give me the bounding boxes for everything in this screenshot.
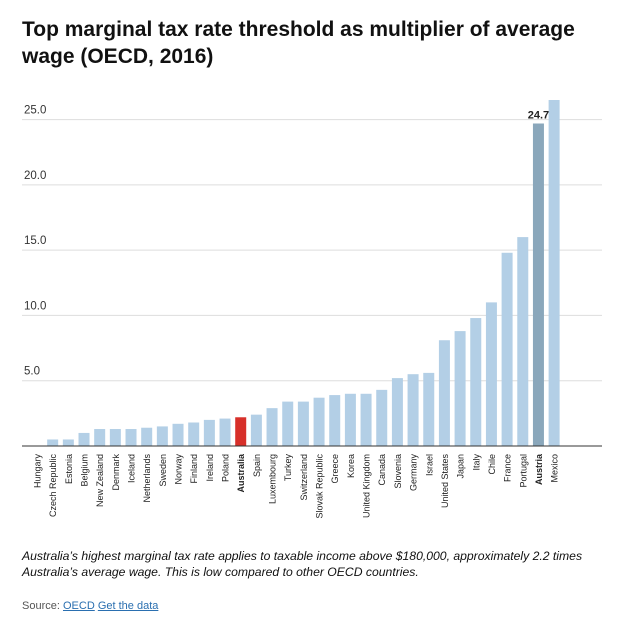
get-the-data-link[interactable]: Get the data [97, 600, 159, 612]
y-tick-label: 15.0 [24, 235, 46, 247]
y-tick-label: 10.0 [24, 300, 46, 312]
bar [438, 340, 450, 446]
x-tick-label: Luxembourg [268, 454, 278, 504]
y-tick-label: 25.0 [24, 105, 46, 117]
x-tick-label: Ireland [205, 454, 215, 482]
bar [109, 429, 121, 446]
x-tick-label: Netherlands [142, 454, 152, 503]
bar [282, 401, 294, 446]
bar [125, 429, 137, 446]
bar [454, 331, 466, 446]
bar [172, 423, 184, 446]
bar [62, 439, 74, 446]
bar [501, 252, 513, 446]
bar [156, 426, 168, 446]
oecd-link[interactable]: OECD [62, 600, 95, 612]
bar [219, 418, 231, 446]
x-tick-label: Turkey [283, 454, 293, 482]
bar [485, 302, 497, 446]
x-tick-label: Austria [534, 453, 544, 485]
bar [313, 397, 325, 446]
x-tick-label: Switzerland [299, 454, 309, 501]
data-label: 24.7 [528, 110, 549, 122]
x-tick-label: Poland [221, 454, 231, 482]
x-tick-label: Chile [487, 454, 497, 475]
x-tick-label: Hungary [33, 454, 43, 489]
bar [391, 378, 403, 446]
x-tick-label: Iceland [127, 454, 137, 483]
y-tick-label: 20.0 [24, 170, 46, 182]
x-tick-label: Finland [189, 454, 199, 484]
x-tick-label: Slovak Republic [315, 454, 325, 519]
x-tick-label: United States [440, 454, 450, 509]
bar [297, 401, 309, 446]
bar [188, 422, 200, 446]
bar [548, 100, 560, 446]
bar [376, 389, 388, 446]
bar [360, 393, 372, 446]
chart-note: Australia’s highest marginal tax rate ap… [22, 549, 583, 579]
x-tick-label: Spain [252, 454, 262, 477]
bar [517, 237, 529, 446]
x-tick-label: Australia [236, 453, 246, 493]
bar [47, 439, 59, 446]
bar [141, 427, 153, 446]
bar [78, 432, 90, 446]
x-tick-label: Belgium [80, 454, 90, 487]
bar [329, 395, 341, 446]
bar [250, 414, 262, 446]
x-tick-label: Italy [471, 454, 481, 471]
bar [423, 372, 435, 446]
bar [235, 417, 247, 446]
x-tick-label: Slovenia [393, 454, 403, 489]
source-line: Source: OECD Get the data [22, 600, 158, 612]
y-tick-label: 5.0 [24, 366, 40, 378]
x-tick-label: Israel [424, 454, 434, 476]
source-label: Source: [22, 600, 60, 612]
x-tick-label: France [503, 454, 513, 482]
bar [266, 408, 278, 446]
bar [94, 429, 106, 446]
x-tick-label: Norway [174, 454, 184, 485]
bar [344, 393, 356, 446]
x-tick-label: Greece [330, 454, 340, 484]
bar [203, 419, 215, 446]
x-tick-label: Portugal [518, 454, 528, 488]
x-tick-label: Czech Republic [48, 454, 58, 518]
x-tick-label: Estonia [64, 454, 74, 484]
chart-title: Top marginal tax rate threshold as multi… [22, 18, 575, 68]
x-tick-label: Mexico [550, 454, 560, 483]
x-tick-label: United Kingdom [362, 454, 372, 518]
bar [470, 318, 482, 446]
bar [407, 374, 419, 446]
x-tick-label: Japan [456, 454, 466, 479]
x-tick-label: Germany [409, 454, 419, 492]
x-tick-label: Korea [346, 454, 356, 478]
bar-chart: 5.0 10.0 15.0 20.0 25.0 Hungary Czech Republic… [22, 100, 602, 519]
x-tick-label: New Zealand [95, 454, 105, 507]
bar [532, 123, 544, 446]
x-tick-label: Denmark [111, 454, 121, 491]
x-tick-label: Canada [377, 454, 387, 486]
x-tick-label: Sweden [158, 454, 168, 487]
